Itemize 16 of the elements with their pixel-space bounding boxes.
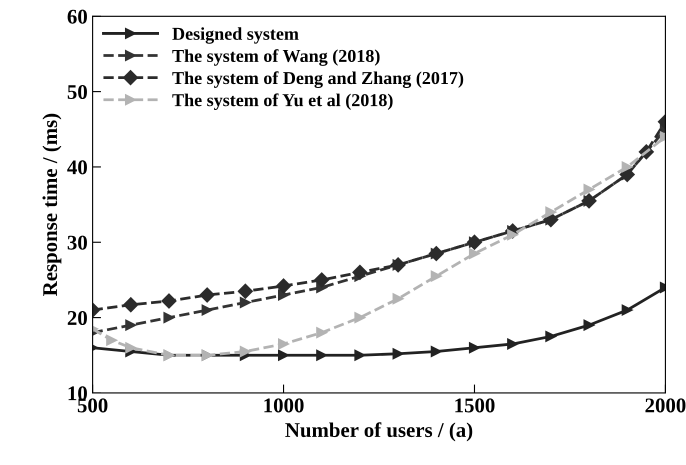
y-tick-label: 30 — [68, 236, 87, 250]
x-tick-label: 1000 — [264, 398, 304, 412]
x-tick-label: 2000 — [645, 398, 686, 412]
legend-label: The system of Deng and Zhang (2017) — [172, 71, 464, 88]
x-axis-title: Number of users / (a) — [285, 422, 472, 442]
y-tick-label: 10 — [68, 386, 87, 400]
y-tick-label: 40 — [67, 160, 87, 174]
x-tick-label: 500 — [78, 398, 108, 412]
y-axis-title: Response time / (ms) — [42, 114, 62, 296]
x-tick-label: 1500 — [455, 398, 495, 412]
y-tick-label: 20 — [68, 310, 87, 326]
legend-label: The system of Wang (2018) — [172, 49, 380, 66]
legend-label: Designed system — [172, 27, 299, 44]
y-tick-label: 60 — [68, 10, 87, 24]
y-tick-label: 50 — [68, 84, 87, 100]
legend-label: The system of Yu et al (2018) — [172, 93, 393, 110]
